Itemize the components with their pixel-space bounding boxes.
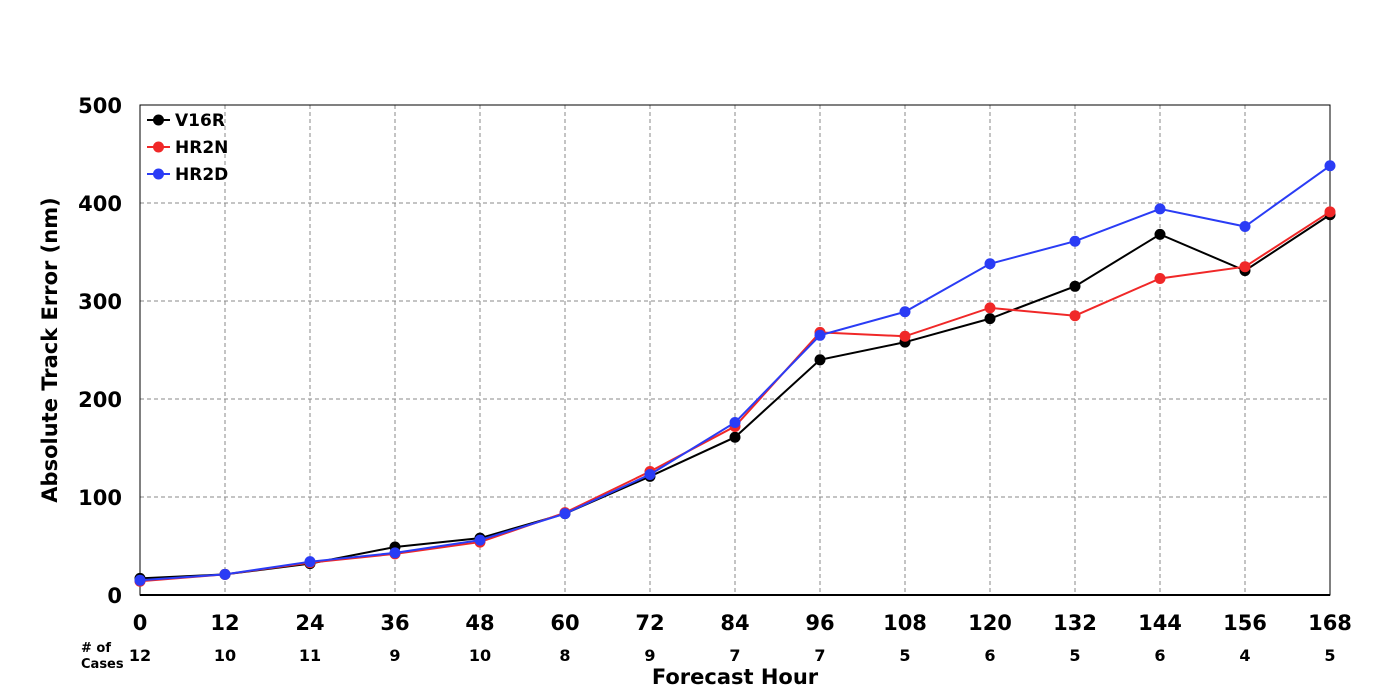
data-point	[814, 329, 826, 341]
case-count: 7	[814, 646, 825, 665]
data-point	[474, 534, 486, 546]
x-axis: 0 12 24 36 48 60 72 84 96 108 120 132 144 156 168	[133, 611, 1352, 635]
data-point	[899, 306, 911, 318]
y-axis: 0 100 200 300 400 500	[78, 94, 122, 608]
case-count: 5	[1324, 646, 1335, 665]
case-count: 5	[899, 646, 910, 665]
y-tick-label: 100	[78, 486, 122, 510]
legend: V16R HR2N HR2D	[147, 111, 228, 185]
data-point	[1324, 160, 1336, 172]
case-count: 9	[389, 646, 400, 665]
x-tick-label: 132	[1053, 611, 1097, 635]
data-point	[304, 556, 316, 568]
x-axis-title: Forecast Hour	[652, 665, 819, 689]
y-tick-label: 300	[78, 290, 122, 314]
series-hr2n	[134, 206, 1336, 587]
data-point	[389, 547, 401, 559]
data-point	[559, 508, 571, 520]
data-point	[1239, 221, 1251, 233]
case-count: 10	[214, 646, 236, 665]
data-point	[1154, 272, 1166, 284]
x-tick-label: 48	[465, 611, 494, 635]
x-tick-label: 24	[295, 611, 324, 635]
legend-item-hr2n: HR2N	[147, 138, 228, 158]
x-tick-label: 156	[1223, 611, 1267, 635]
data-point	[729, 417, 741, 429]
x-tick-label: 0	[133, 611, 148, 635]
x-tick-label: 36	[380, 611, 409, 635]
x-tick-label: 144	[1138, 611, 1182, 635]
series-hr2d	[134, 160, 1336, 586]
data-point	[1069, 310, 1081, 322]
data-point	[984, 302, 996, 314]
case-count: 6	[1154, 646, 1165, 665]
series-layer	[134, 160, 1336, 587]
cases-label-line1: # of	[81, 641, 111, 656]
y-tick-label: 500	[78, 94, 122, 118]
case-count: 9	[644, 646, 655, 665]
plot-frame	[139, 104, 1331, 596]
data-point	[814, 354, 826, 366]
x-tick-label: 120	[968, 611, 1012, 635]
case-count: 11	[299, 646, 321, 665]
legend-marker	[153, 141, 164, 153]
data-point	[1069, 235, 1081, 247]
case-count: 6	[984, 646, 995, 665]
case-count: 4	[1239, 646, 1250, 665]
case-count: 5	[1069, 646, 1080, 665]
data-point	[729, 431, 741, 443]
cases-label-line2: Cases	[81, 657, 124, 672]
legend-label: V16R	[175, 111, 225, 131]
y-tick-label: 400	[78, 192, 122, 216]
cases-row: 12 10 11 9 10 8 9 7 7 5 6 5 6 4 5	[129, 646, 1336, 665]
x-tick-label: 12	[210, 611, 239, 635]
x-tick-label: 108	[883, 611, 927, 635]
y-tick-label: 200	[78, 388, 122, 412]
legend-marker	[153, 114, 164, 126]
case-count: 8	[559, 646, 570, 665]
x-tick-label: 84	[720, 611, 749, 635]
data-point	[984, 258, 996, 270]
x-tick-label: 96	[805, 611, 834, 635]
data-point	[1154, 228, 1166, 240]
data-point	[1324, 206, 1336, 218]
y-axis-title: Absolute Track Error (nm)	[38, 197, 62, 502]
legend-item-v16r: V16R	[147, 111, 225, 131]
y-tick-label: 0	[107, 584, 122, 608]
x-tick-label: 72	[635, 611, 664, 635]
x-tick-label: 168	[1308, 611, 1352, 635]
data-point	[1069, 280, 1081, 292]
legend-label: HR2D	[175, 165, 228, 185]
data-point	[1154, 203, 1166, 215]
x-tick-label: 60	[550, 611, 579, 635]
data-point	[1239, 261, 1251, 273]
data-point	[134, 574, 146, 586]
legend-label: HR2N	[175, 138, 228, 158]
gridlines	[140, 105, 1330, 596]
case-count: 7	[729, 646, 740, 665]
data-point	[644, 468, 656, 480]
data-point	[899, 330, 911, 342]
data-point	[984, 313, 996, 325]
legend-marker	[153, 168, 164, 180]
data-point	[219, 568, 231, 580]
case-count: 12	[129, 646, 151, 665]
legend-item-hr2d: HR2D	[147, 165, 228, 185]
case-count: 10	[469, 646, 491, 665]
